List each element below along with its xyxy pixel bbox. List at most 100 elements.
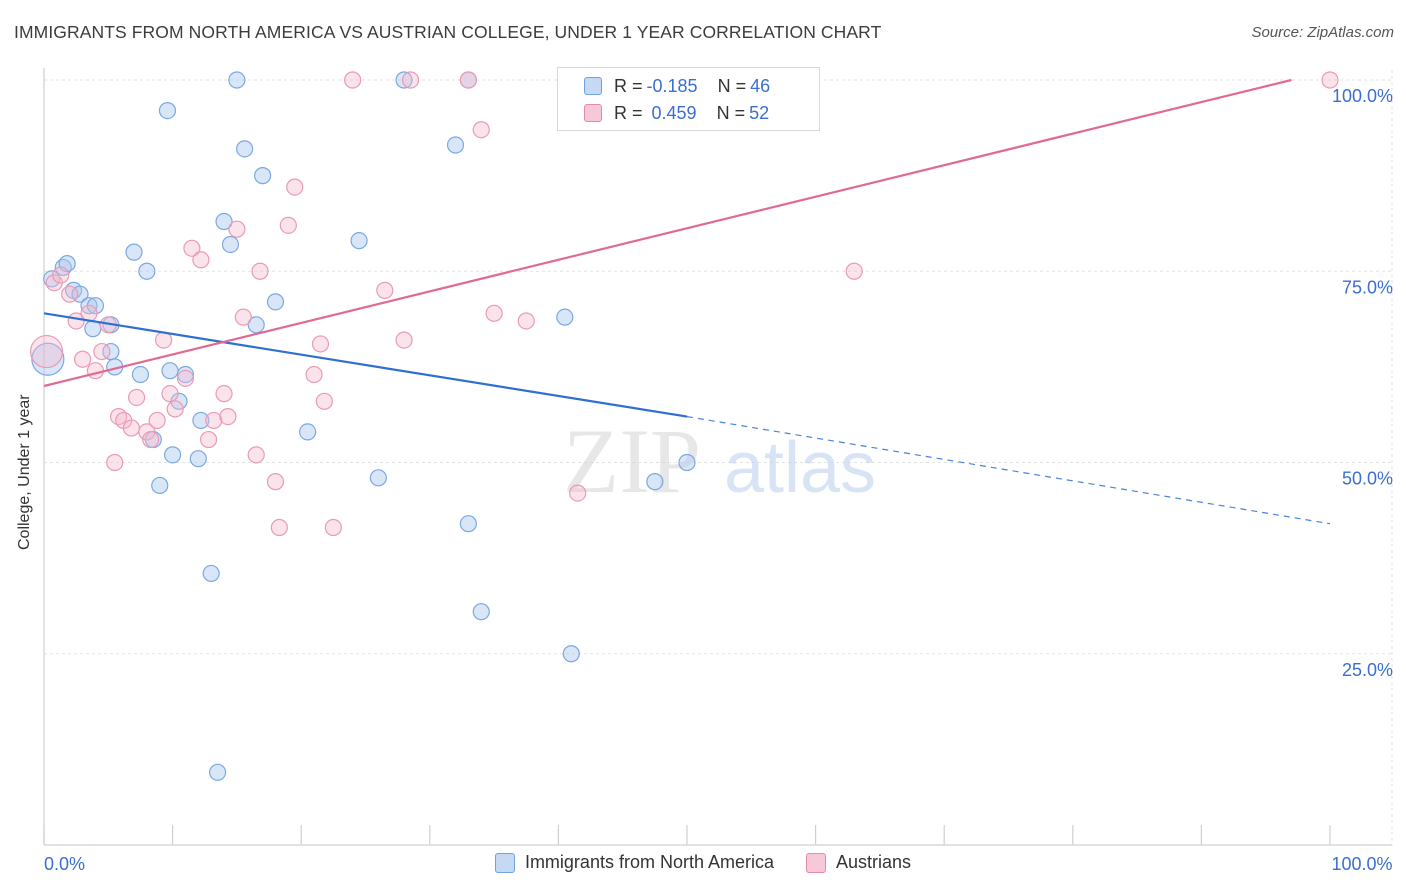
- y-tick-label: 100.0%: [1332, 86, 1393, 106]
- trend-line-immigrants: [43, 312, 688, 418]
- stats-legend: R = -0.185 N = 46 R = 0.459 N = 52: [557, 67, 820, 131]
- data-point: [350, 232, 368, 250]
- data-point: [93, 342, 111, 361]
- data-point: [234, 308, 252, 326]
- data-point: [202, 564, 220, 583]
- tick-labels: 25.0% 50.0% 75.0% 100.0% 0.0% 100.0%: [44, 86, 1393, 874]
- data-point: [678, 453, 696, 472]
- data-point: [151, 476, 169, 495]
- stats-row-austrians: R = 0.459 N = 52: [584, 101, 769, 125]
- data-point: [221, 235, 240, 254]
- trend-line-immigrants-extension: [686, 416, 1331, 525]
- grid-lines: [44, 70, 1393, 845]
- legend-label-immigrants: Immigrants from North America: [524, 852, 774, 872]
- data-point: [183, 239, 201, 257]
- data-point: [176, 369, 195, 387]
- data-point: [192, 411, 210, 430]
- data-point: [266, 473, 285, 491]
- data-point: [161, 385, 179, 403]
- data-point: [219, 408, 237, 426]
- legend-swatch-pink: [806, 852, 826, 873]
- data-point: [228, 71, 246, 89]
- data-point: [73, 350, 92, 368]
- legend-swatch-blue: [584, 77, 602, 95]
- data-point: [247, 316, 265, 334]
- data-point: [125, 243, 143, 261]
- data-point: [401, 71, 420, 89]
- data-point: [569, 484, 587, 502]
- trend-lines: [43, 78, 1331, 525]
- series-legend: Immigrants from North America Austrians: [0, 852, 1406, 873]
- data-point: [279, 216, 297, 234]
- data-point: [192, 251, 210, 269]
- trend-line-austrians: [43, 78, 1292, 388]
- data-point: [52, 266, 70, 284]
- data-point: [270, 518, 288, 537]
- data-point: [286, 178, 304, 196]
- data-point: [215, 212, 233, 231]
- data-point: [106, 453, 124, 472]
- n-value: 46: [750, 75, 771, 96]
- x-tick-label: 0.0%: [44, 854, 85, 874]
- data-point: [446, 136, 465, 154]
- legend-swatch-blue: [494, 852, 515, 873]
- data-point: [562, 645, 580, 663]
- data-point: [61, 285, 79, 303]
- stats-row-immigrants: R = -0.185 N = 46: [584, 74, 770, 98]
- data-point: [324, 518, 342, 537]
- r-label: R =: [614, 102, 643, 123]
- legend-item-immigrants[interactable]: Immigrants from North America: [494, 852, 774, 873]
- data-point: [86, 362, 105, 380]
- data-point: [472, 121, 490, 139]
- data-point: [251, 262, 269, 280]
- y-tick-label: 25.0%: [1342, 660, 1393, 680]
- data-point: [646, 473, 664, 491]
- n-value: 52: [749, 102, 770, 123]
- data-point: [205, 411, 223, 430]
- series-austrians-points: [29, 71, 1339, 537]
- data-point: [845, 262, 863, 280]
- data-point: [305, 365, 323, 384]
- data-point: [247, 446, 265, 464]
- source-label: Source: ZipAtlas.com: [1251, 24, 1394, 41]
- chart-title: IMMIGRANTS FROM NORTH AMERICA VS AUSTRIA…: [14, 22, 882, 42]
- data-point: [369, 469, 387, 487]
- data-point: [266, 293, 285, 311]
- data-point: [459, 515, 477, 533]
- r-value: 0.459: [646, 102, 697, 123]
- data-point: [127, 388, 146, 407]
- n-label: N =: [717, 75, 747, 96]
- data-point: [29, 334, 64, 369]
- data-point: [122, 419, 141, 437]
- data-point: [517, 312, 535, 330]
- data-point: [299, 423, 317, 441]
- data-point: [164, 446, 182, 464]
- data-point: [138, 262, 156, 280]
- data-point: [228, 220, 246, 238]
- data-point: [131, 365, 150, 384]
- data-point: [161, 362, 179, 380]
- data-point: [376, 281, 394, 299]
- x-tick-label: 100.0%: [1331, 854, 1392, 874]
- data-point: [102, 342, 120, 361]
- data-point: [158, 101, 177, 120]
- data-point: [395, 71, 413, 89]
- data-point: [254, 167, 272, 185]
- r-value: -0.185: [646, 75, 698, 96]
- data-point: [1321, 71, 1339, 89]
- y-tick-label: 50.0%: [1342, 469, 1393, 489]
- data-point: [142, 430, 160, 449]
- data-point: [556, 308, 574, 326]
- data-point: [209, 763, 227, 781]
- r-label: R =: [614, 75, 643, 96]
- data-point: [148, 411, 166, 430]
- data-point: [176, 365, 195, 384]
- data-point: [315, 392, 333, 410]
- data-point: [166, 400, 184, 418]
- data-point: [189, 450, 207, 468]
- axes: [43, 68, 1392, 846]
- data-point: [215, 385, 233, 403]
- data-point: [200, 430, 218, 449]
- legend-item-austrians[interactable]: Austrians: [806, 852, 911, 873]
